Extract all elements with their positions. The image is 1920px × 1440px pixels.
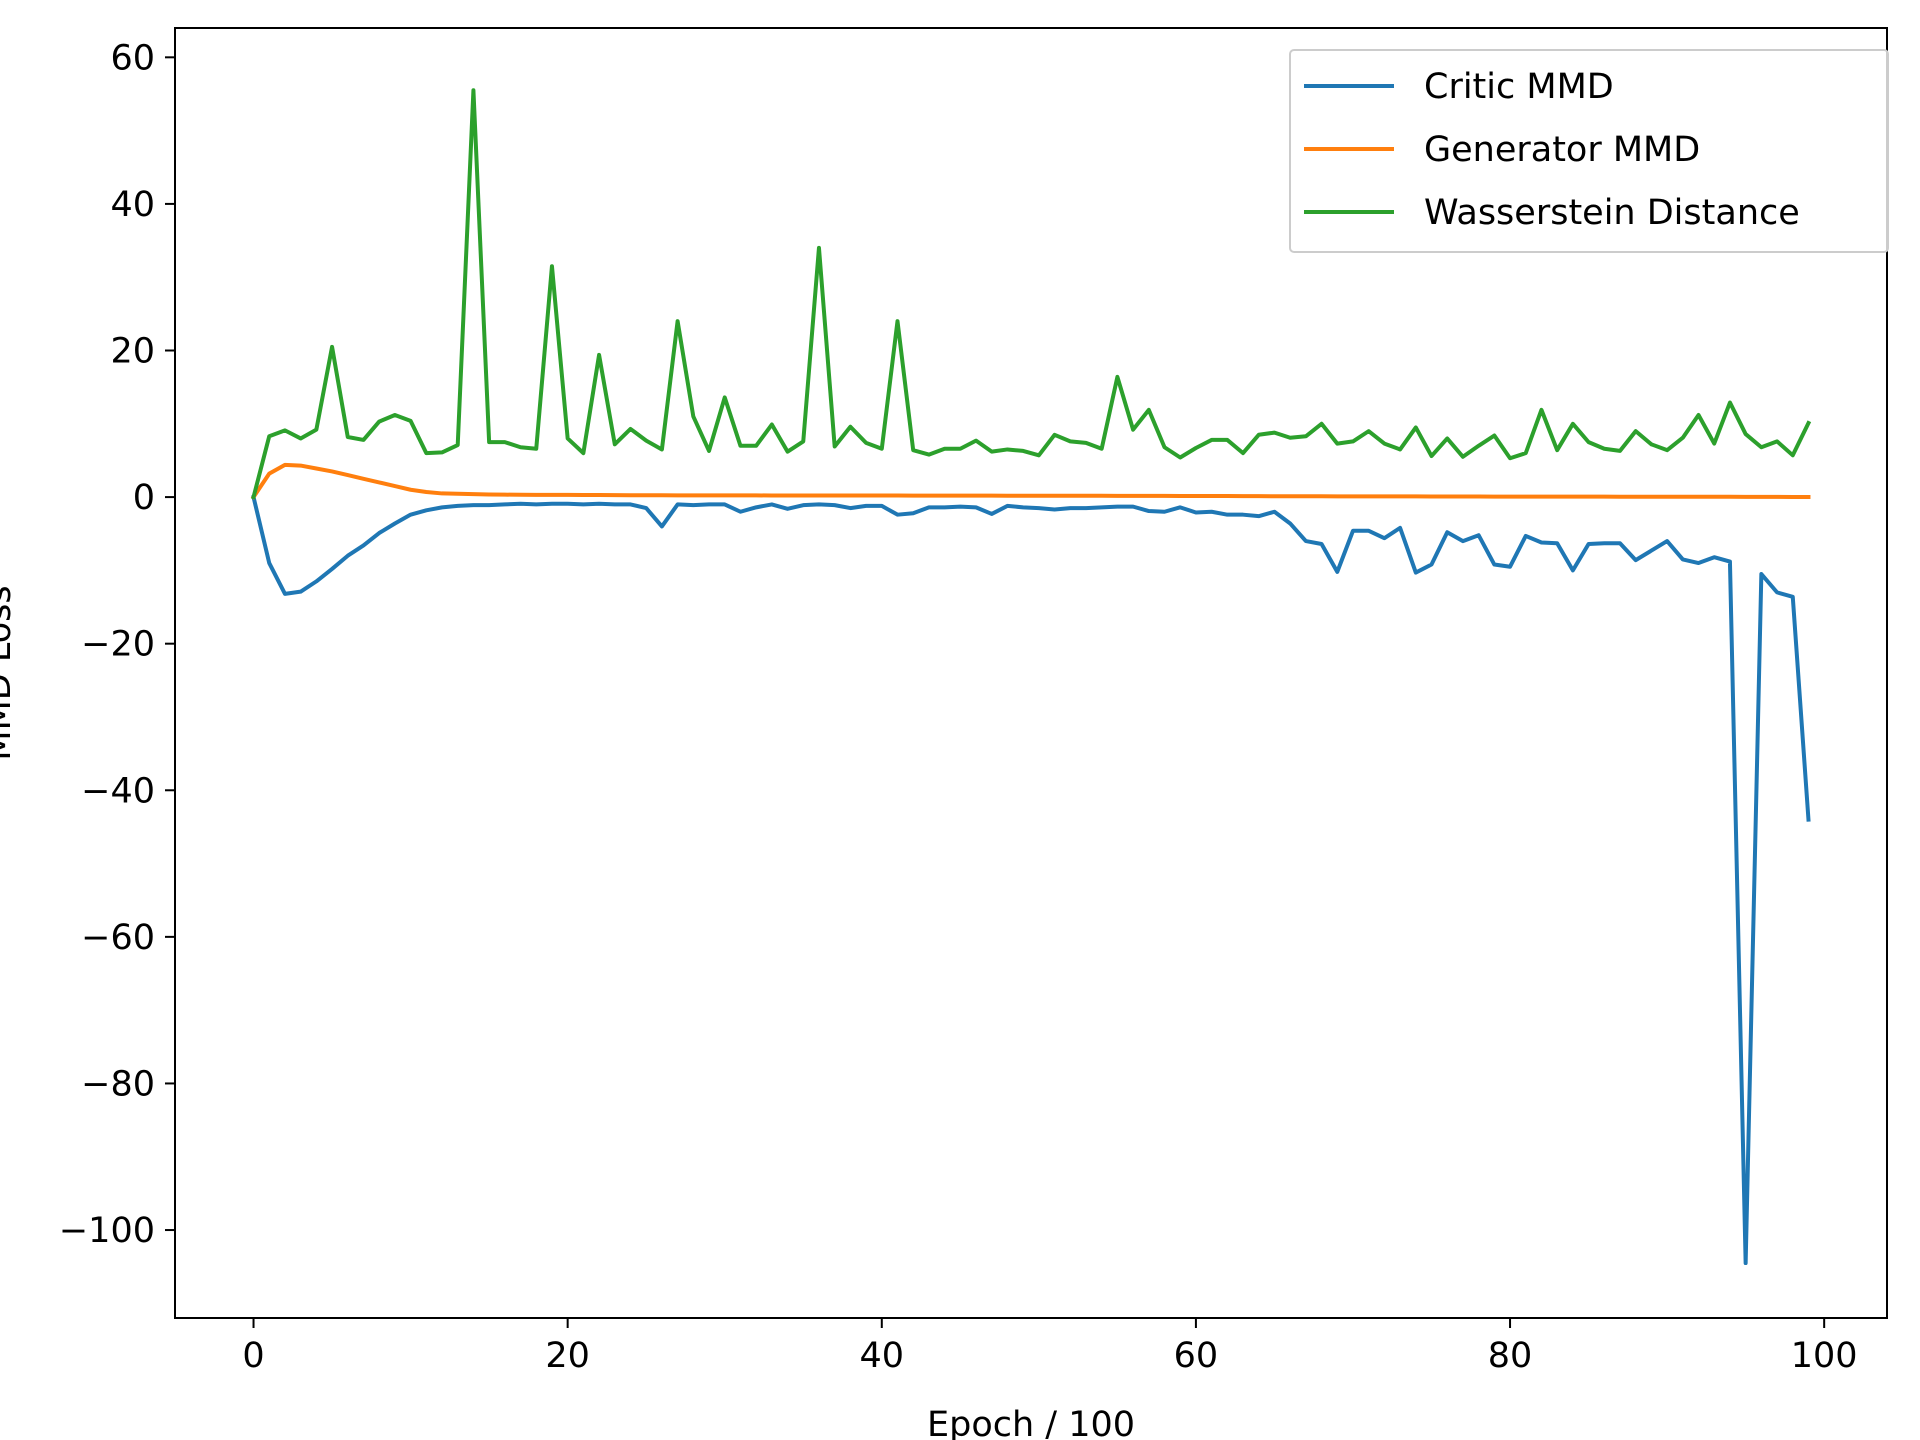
y-tick-label: −20	[81, 625, 155, 665]
y-tick-label: −40	[81, 771, 155, 811]
y-axis-label: MMD Loss	[0, 585, 19, 760]
y-tick-label: 60	[110, 38, 155, 78]
y-tick-label: −60	[81, 918, 155, 958]
x-axis-ticks: 0 20 40 60 80 100	[242, 1318, 1858, 1376]
x-tick-label: 60	[1174, 1336, 1219, 1376]
x-tick-label: 80	[1488, 1336, 1533, 1376]
legend-entries: Critic MMD Generator MMD Wasserstein Dista…	[1304, 67, 1800, 233]
x-tick-label: 20	[545, 1336, 590, 1376]
series-layer	[250, 88, 1812, 1266]
series-line-1	[250, 462, 1811, 500]
y-tick-label: −80	[81, 1064, 155, 1104]
y-tick-label: 40	[110, 185, 155, 225]
legend-label-0: Critic MMD	[1424, 67, 1614, 107]
y-tick-label: 20	[110, 332, 155, 372]
legend-box	[1289, 49, 1889, 253]
y-tick-label: 0	[133, 478, 155, 518]
legend-label-2: Wasserstein Distance	[1424, 193, 1800, 233]
x-tick-label: 100	[1791, 1336, 1858, 1376]
x-tick-label: 40	[860, 1336, 905, 1376]
legend-label-1: Generator MMD	[1424, 130, 1700, 170]
series-line-2	[251, 88, 1812, 500]
legend: Critic MMD Generator MMD Wasserstein Dista…	[1289, 49, 1889, 253]
series-line-0	[251, 494, 1811, 1266]
x-axis-label: Epoch / 100	[927, 1405, 1135, 1440]
plot-frame	[174, 27, 1888, 1319]
y-axis-ticks: 60 40 20 0 −20 −40 −60 −80 −100	[59, 38, 175, 1251]
y-tick-label: −100	[59, 1211, 155, 1251]
x-tick-label: 0	[242, 1336, 264, 1376]
